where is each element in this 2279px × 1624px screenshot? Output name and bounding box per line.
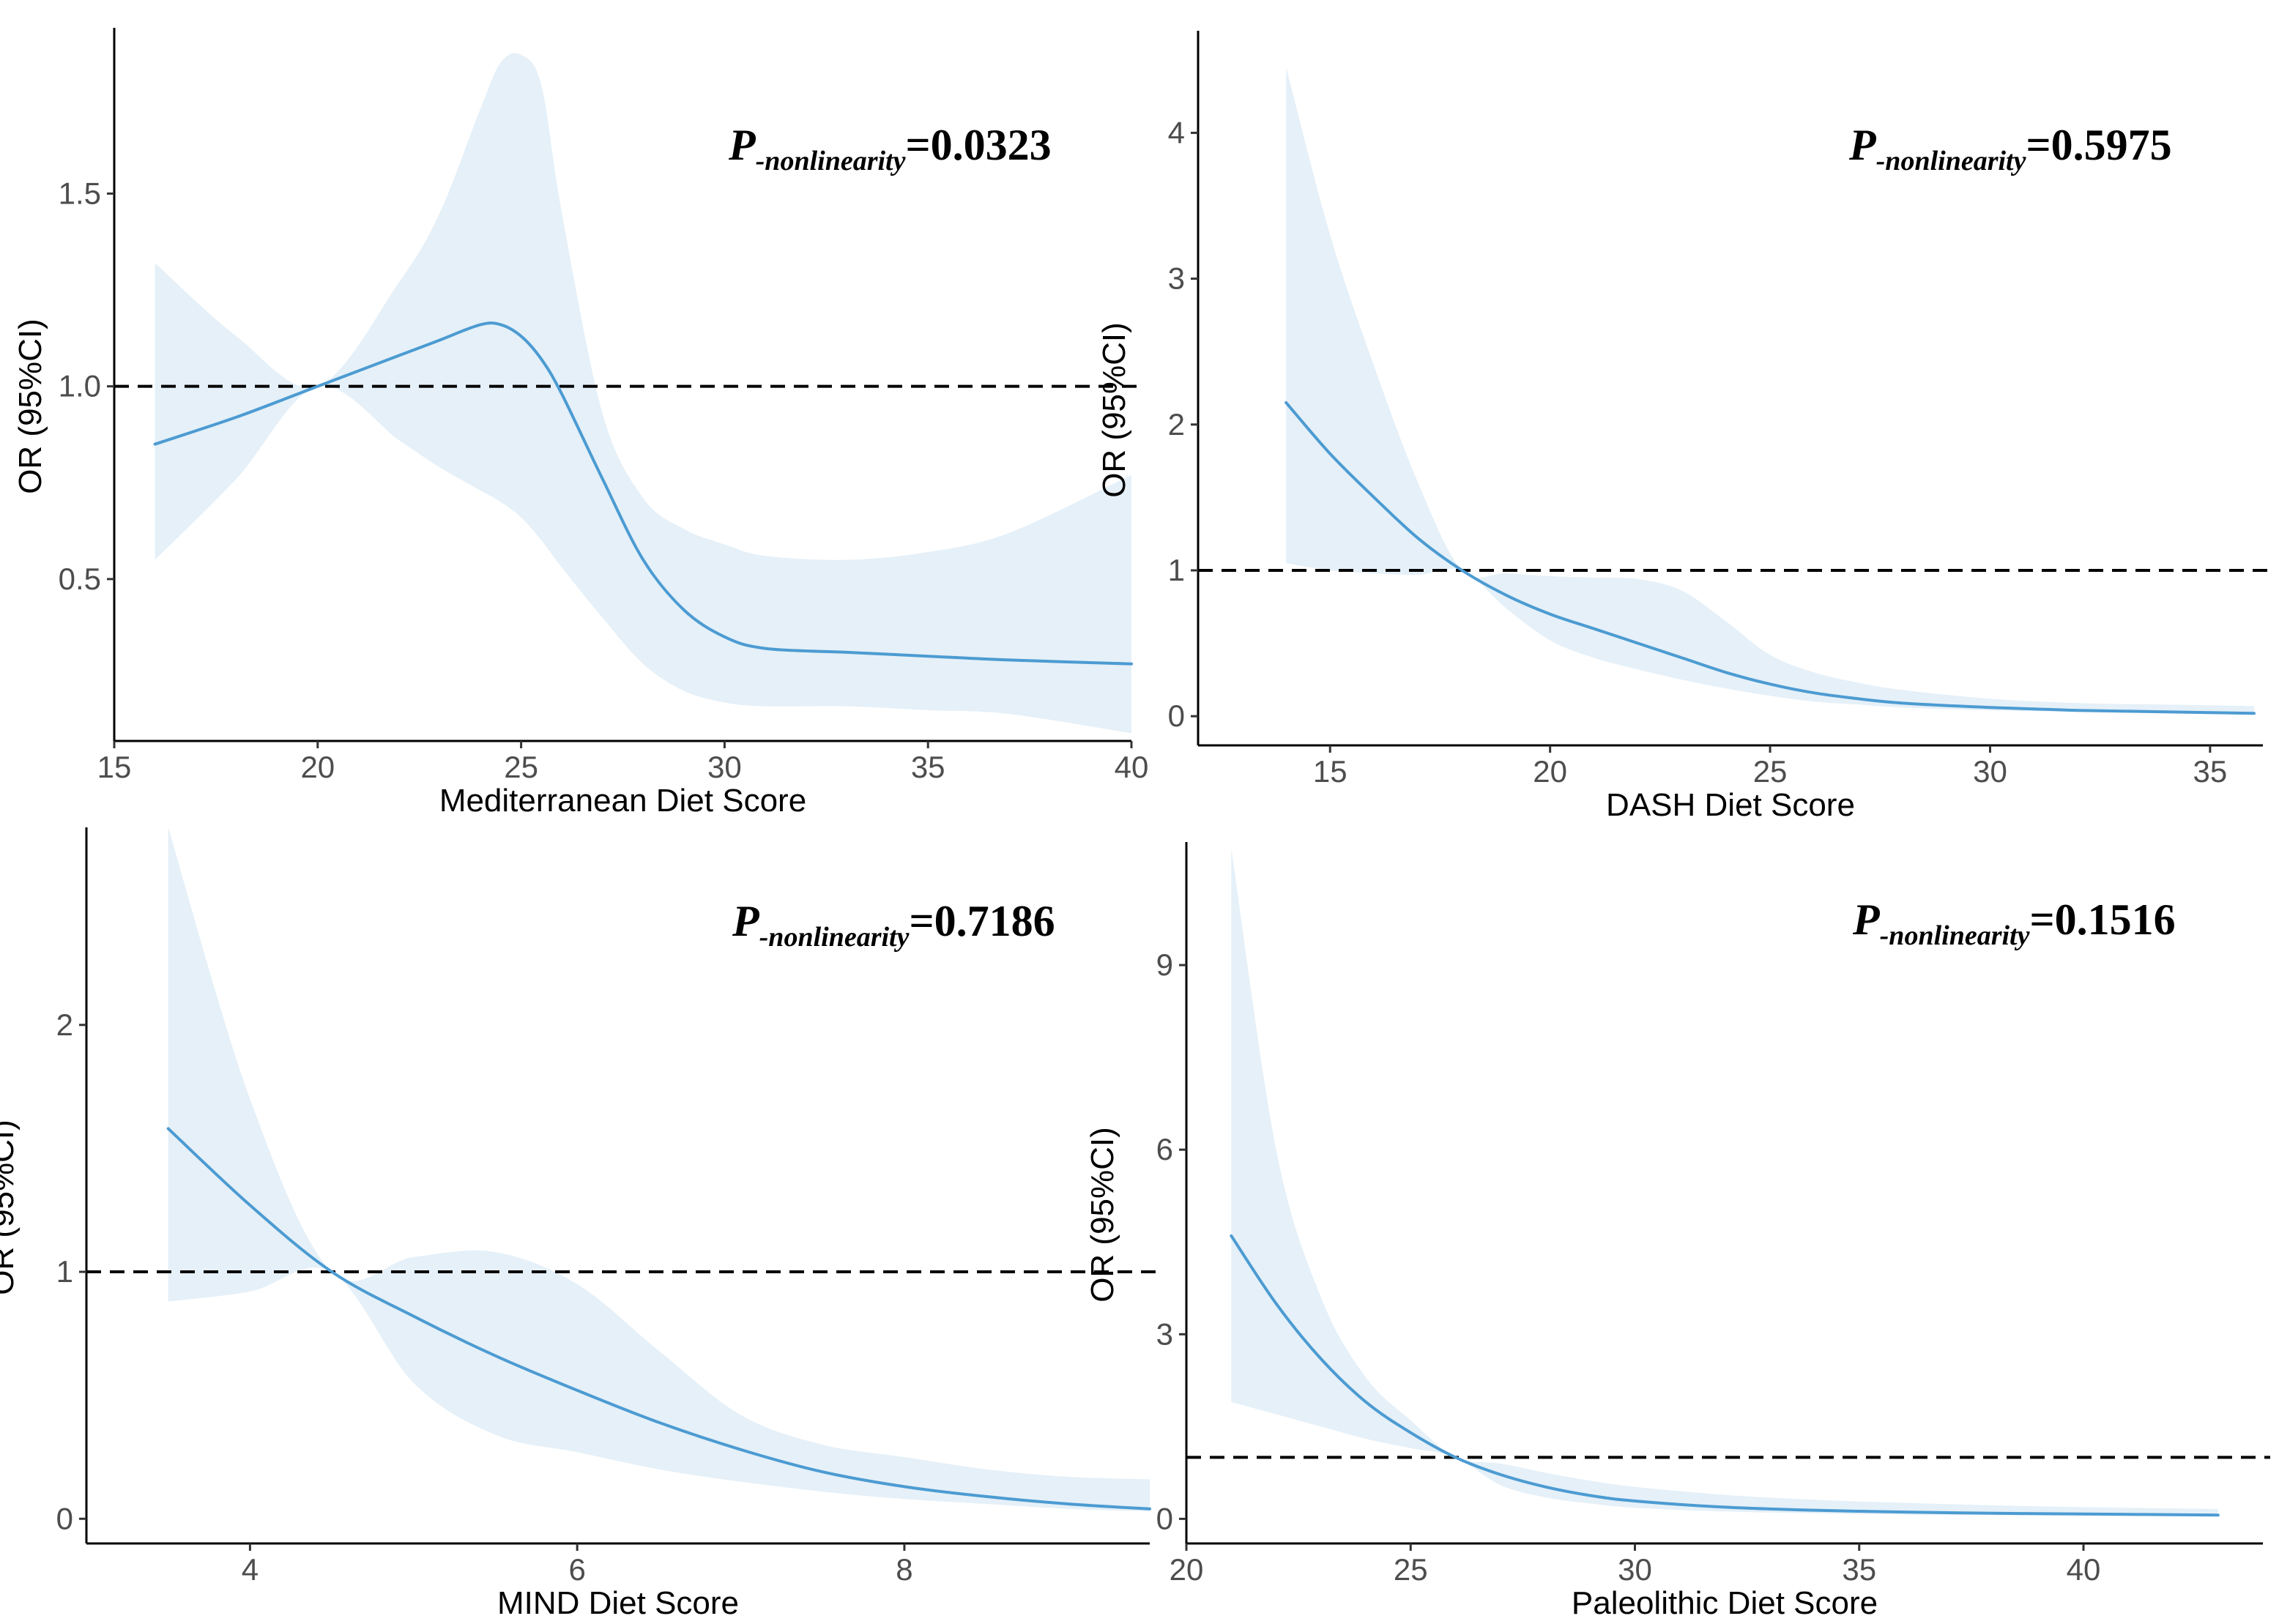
series-line [166, 1127, 1151, 1511]
y-axis-title: OR (95%CI) [1085, 1127, 1120, 1303]
y-tick-label: 0 [1156, 1501, 1173, 1535]
y-tick-label: 1 [56, 1254, 73, 1289]
x-axis-title: Paleolithic Diet Score [1572, 1585, 1878, 1621]
x-tick-label: 25 [504, 750, 538, 784]
x-tick-label: 8 [896, 1552, 912, 1587]
x-tick-label: 20 [300, 750, 335, 784]
x-tick-label: 30 [707, 750, 742, 784]
x-tick-label: 25 [1394, 1552, 1428, 1587]
y-axis-title: OR (95%CI) [1096, 322, 1132, 498]
y-tick-label: 0 [1168, 699, 1185, 733]
p-nonlinearity-annotation: P-nonlinearity=0.1516 [1852, 895, 2176, 951]
x-tick-label: 15 [97, 750, 132, 784]
x-tick-label: 20 [1533, 754, 1567, 789]
chart-panel-4: 0 3 6 9 20 25 30 35 40 Paleolithic Diet Score OR (… [1085, 842, 2270, 1621]
y-tick-label: 1 [1168, 553, 1185, 587]
chart-panel-1: 0.5 1.0 1.5 15 20 25 30 35 40 Mediterranean Diet … [12, 28, 1148, 819]
p-nonlinearity-annotation: P-nonlinearity=0.5975 [1848, 121, 2172, 176]
y-tick-label: 1.0 [59, 369, 101, 403]
series-line [153, 321, 1133, 666]
p-nonlinearity-annotation: P-nonlinearity=0.7186 [732, 897, 1055, 953]
chart-panel-3: 0 1 2 4 6 8 MIND Diet Score OR (95%CI) P-nonline… [0, 827, 1157, 1621]
y-tick-label: 1.5 [59, 176, 101, 210]
x-axis-title: Mediterranean Diet Score [439, 783, 806, 819]
series-line [1230, 1234, 2220, 1517]
y-tick-label: 9 [1156, 947, 1173, 982]
confidence-band [1231, 848, 2218, 1516]
confidence-band [168, 827, 1150, 1512]
x-axis-title: MIND Diet Score [497, 1585, 739, 1621]
x-tick-label: 20 [1170, 1552, 1204, 1587]
y-tick-label: 3 [1156, 1316, 1173, 1351]
series-line [1285, 401, 2256, 715]
x-tick-label: 4 [242, 1552, 259, 1587]
y-tick-label: 2 [1168, 407, 1185, 442]
chart-panel-2: 0 1 2 3 4 15 20 25 30 35 DASH Diet Score OR (95%CI)… [1096, 31, 2270, 823]
x-axis-title: DASH Diet Score [1606, 787, 1855, 823]
y-tick-label: 4 [1168, 115, 1185, 149]
confidence-band [155, 53, 1132, 734]
x-tick-label: 40 [1115, 750, 1149, 784]
x-tick-label: 25 [1753, 754, 1788, 789]
x-tick-label: 35 [911, 750, 945, 784]
x-tick-label: 30 [1973, 754, 2007, 789]
y-tick-label: 2 [56, 1007, 73, 1042]
x-tick-label: 35 [1842, 1552, 1876, 1587]
y-tick-label: 6 [1156, 1132, 1173, 1166]
y-axis-title: OR (95%CI) [0, 1120, 21, 1295]
x-tick-label: 35 [2193, 754, 2228, 789]
x-tick-label: 40 [2067, 1552, 2101, 1587]
x-tick-label: 15 [1313, 754, 1347, 789]
y-tick-label: 0 [56, 1501, 73, 1535]
p-nonlinearity-annotation: P-nonlinearity=0.0323 [728, 121, 1052, 176]
x-tick-label: 30 [1618, 1552, 1652, 1587]
y-tick-label: 0.5 [59, 562, 101, 596]
y-axis-title: OR (95%CI) [12, 319, 48, 494]
x-tick-label: 6 [568, 1552, 585, 1587]
y-tick-label: 3 [1168, 261, 1185, 296]
